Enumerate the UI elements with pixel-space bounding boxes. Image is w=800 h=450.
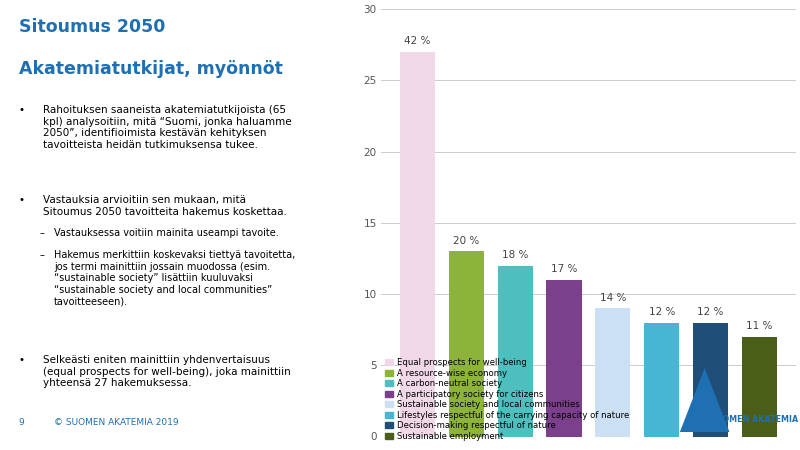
- Text: •: •: [18, 105, 25, 115]
- Text: Sitoumus 2050: Sitoumus 2050: [18, 18, 165, 36]
- Bar: [644, 323, 679, 436]
- Text: 42 %: 42 %: [404, 36, 430, 46]
- Text: Hakemus merkittiin koskevaksi tiettyä tavoitetta,
jos termi mainittiin jossain m: Hakemus merkittiin koskevaksi tiettyä ta…: [54, 250, 295, 306]
- Bar: [595, 308, 630, 436]
- Text: Selkeästi eniten mainittiin yhdenvertaisuus
(equal prospects for well-being), jo: Selkeästi eniten mainittiin yhdenvertais…: [43, 356, 291, 388]
- Text: 14 %: 14 %: [600, 292, 626, 302]
- Text: 9: 9: [18, 418, 24, 427]
- Text: Vastauksia arvioitiin sen mukaan, mitä
Sitoumus 2050 tavoitteita hakemus koskett: Vastauksia arvioitiin sen mukaan, mitä S…: [43, 195, 287, 216]
- Text: © SUOMEN AKATEMIA 2019: © SUOMEN AKATEMIA 2019: [54, 418, 178, 427]
- Bar: [742, 337, 777, 436]
- Text: 17 %: 17 %: [550, 264, 577, 274]
- Text: –: –: [40, 228, 45, 238]
- Text: •: •: [18, 356, 25, 365]
- Text: 11 %: 11 %: [746, 321, 773, 331]
- Text: Rahoituksen saaneista akatemiatutkijoista (65
kpl) analysoitiin, mitä “Suomi, jo: Rahoituksen saaneista akatemiatutkijoist…: [43, 105, 292, 150]
- Bar: [546, 280, 582, 436]
- Text: •: •: [18, 195, 25, 205]
- Text: Vastauksessa voitiin mainita useampi tavoite.: Vastauksessa voitiin mainita useampi tav…: [54, 228, 278, 238]
- Text: 12 %: 12 %: [649, 307, 675, 317]
- Bar: [498, 266, 533, 436]
- Legend: Equal prospects for well-being, A resource-wise economy, A carbon-neutral societ: Equal prospects for well-being, A resour…: [385, 358, 629, 441]
- Text: –: –: [40, 250, 45, 260]
- Bar: [400, 52, 435, 436]
- Text: 12 %: 12 %: [698, 307, 724, 317]
- Bar: [449, 251, 484, 436]
- Text: 18 %: 18 %: [502, 250, 528, 260]
- Text: Akatemiatutkijat, myönnöt: Akatemiatutkijat, myönnöt: [18, 60, 282, 78]
- Bar: [693, 323, 728, 436]
- Text: SUOMEN AKATEMIA: SUOMEN AKATEMIA: [710, 415, 798, 424]
- Text: 20 %: 20 %: [453, 235, 479, 246]
